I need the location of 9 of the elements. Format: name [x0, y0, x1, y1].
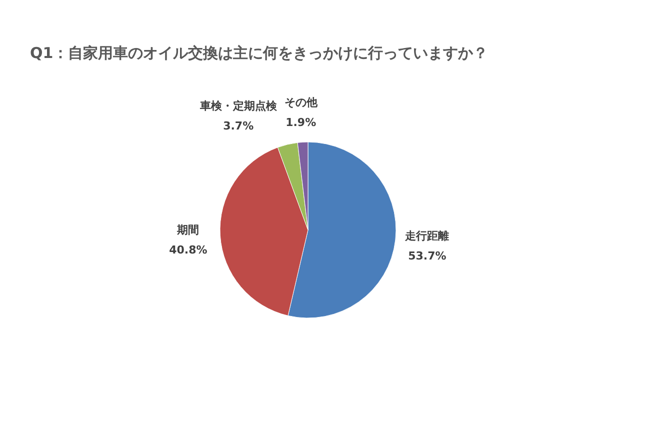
data-label: 3.7%: [223, 119, 254, 132]
slice-label: 走行距離: [404, 230, 450, 243]
data-label: 1.9%: [286, 116, 316, 130]
data-label: 40.8%: [169, 243, 208, 256]
chart-title: Q1：自家用車のオイル交換は主に何をきっかけに行っていますか？: [30, 44, 488, 62]
data-label: 53.7%: [408, 250, 446, 263]
slice-label: 車検・定期点検: [198, 99, 278, 112]
slice-label: 期間: [176, 223, 200, 236]
slice-label: その他: [284, 96, 318, 110]
